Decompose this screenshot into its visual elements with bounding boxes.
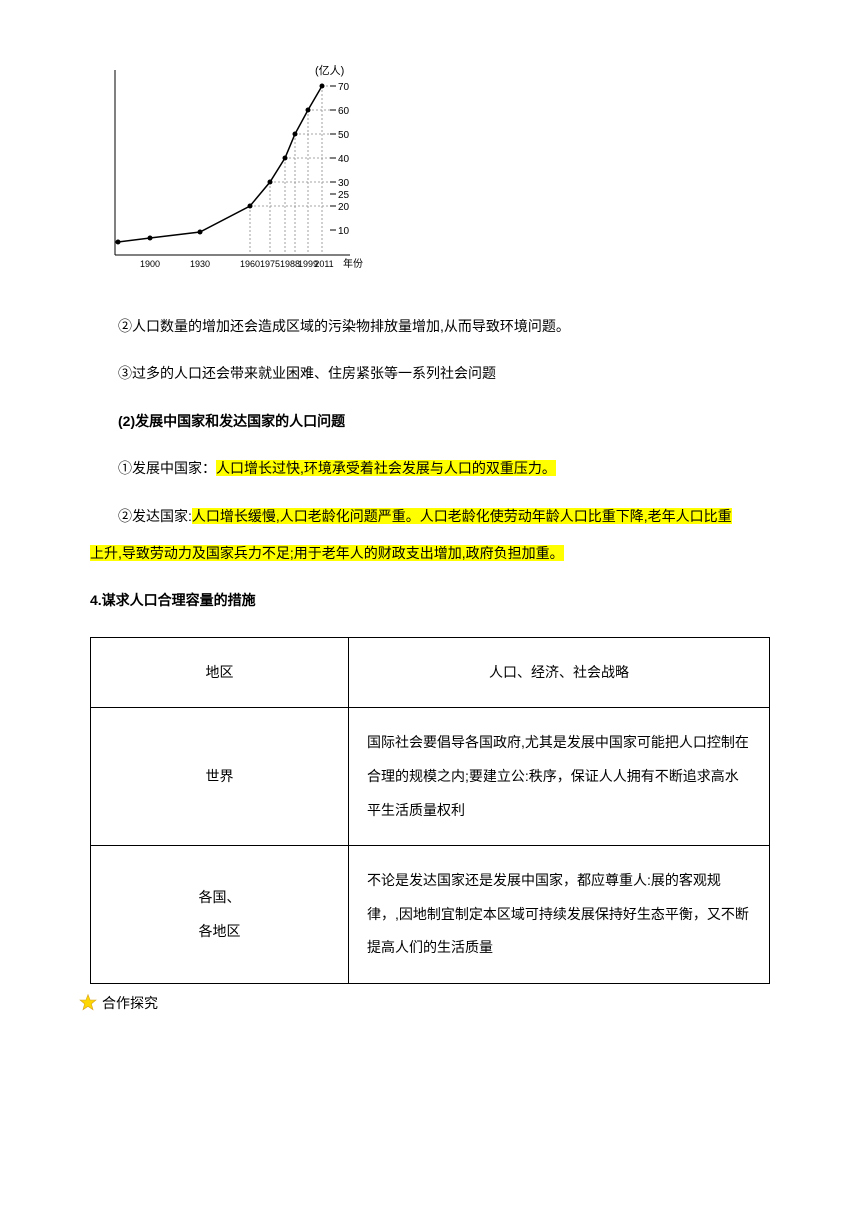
table-cell-world: 世界 [91,708,349,846]
svg-text:1960: 1960 [240,259,260,269]
table-row: 地区 人口、经济、社会战略 [91,637,770,708]
svg-text:30: 30 [338,178,350,189]
table-cell-world-strategy: 国际社会要倡导各国政府,尤其是发展中国家可能把人口控制在合理的规模之内;要建立公… [349,708,770,846]
svg-text:2011: 2011 [314,259,333,269]
svg-text:1930: 1930 [190,259,210,269]
p4-highlight-a: 人口增长缓慢,人口老龄化问题严重。人口老龄化使劳动年龄人口比重下降,老年人口比重 [192,508,732,524]
table-row: 各国、 各地区 不论是发达国家还是发展中国家，都应尊重人:展的客观规律，,因地制… [91,846,770,984]
p3-prefix: ①发展中国家： [118,460,216,476]
table-row: 世界 国际社会要倡导各国政府,尤其是发展中国家可能把人口控制在合理的规模之内;要… [91,708,770,846]
y-axis-label: (亿人) [315,64,344,77]
p3-highlight: 人口增长过快,环境承受着社会发展与人口的双重压力。 [216,460,556,476]
svg-text:10: 10 [338,226,350,237]
footer-label: 合作探究 [102,992,158,1014]
paragraph-developed-cont: 上升,导致劳动力及国家兵力不足;用于老年人的财政支出增加,政府负担加重。 [90,542,770,564]
population-chart: 70 60 50 40 30 25 20 10 (亿人) [90,60,370,290]
measures-table: 地区 人口、经济、社会战略 世界 国际社会要倡导各国政府,尤其是发展中国家可能把… [90,637,770,984]
svg-text:20: 20 [338,202,350,213]
heading-issue: (2)发展中国家和发达国家的人口问题 [90,410,770,432]
table-header-strategy: 人口、经济、社会战略 [349,637,770,708]
p4-prefix: ②发达国家: [118,508,192,524]
table-cell-countries-strategy: 不论是发达国家还是发展中国家，都应尊重人:展的客观规律，,因地制宜制定本区域可持… [349,846,770,984]
svg-text:50: 50 [338,130,350,141]
paragraph-2: ②人口数量的增加还会造成区域的污染物排放量增加,从而导致环境问题。 [90,315,770,337]
table-cell-countries: 各国、 各地区 [91,846,349,984]
paragraph-3: ③过多的人口还会带来就业困难、住房紧张等一系列社会问题 [90,362,770,384]
countries-line-a: 各国、 [103,881,336,915]
svg-text:70: 70 [338,82,350,93]
table-header-region: 地区 [91,637,349,708]
x-axis-suffix: 年份 [343,257,363,270]
svg-text:60: 60 [338,106,350,117]
svg-text:40: 40 [338,154,350,165]
paragraph-developing: ①发展中国家：人口增长过快,环境承受着社会发展与人口的双重压力。 [90,457,770,479]
chart-line [118,86,322,242]
svg-text:25: 25 [338,190,350,201]
paragraph-developed: ②发达国家:人口增长缓慢,人口老龄化问题严重。人口老龄化使劳动年龄人口比重下降,… [90,505,770,527]
svg-text:1900: 1900 [140,259,160,269]
star-icon [78,993,98,1013]
p4-highlight-b: 上升,导致劳动力及国家兵力不足;用于老年人的财政支出增加,政府负担加重。 [90,545,564,561]
heading-measures: 4.谋求人口合理容量的措施 [90,589,770,611]
footer-section: 合作探究 [78,992,770,1014]
svg-text:1975: 1975 [260,259,280,269]
countries-line-b: 各地区 [103,915,336,949]
